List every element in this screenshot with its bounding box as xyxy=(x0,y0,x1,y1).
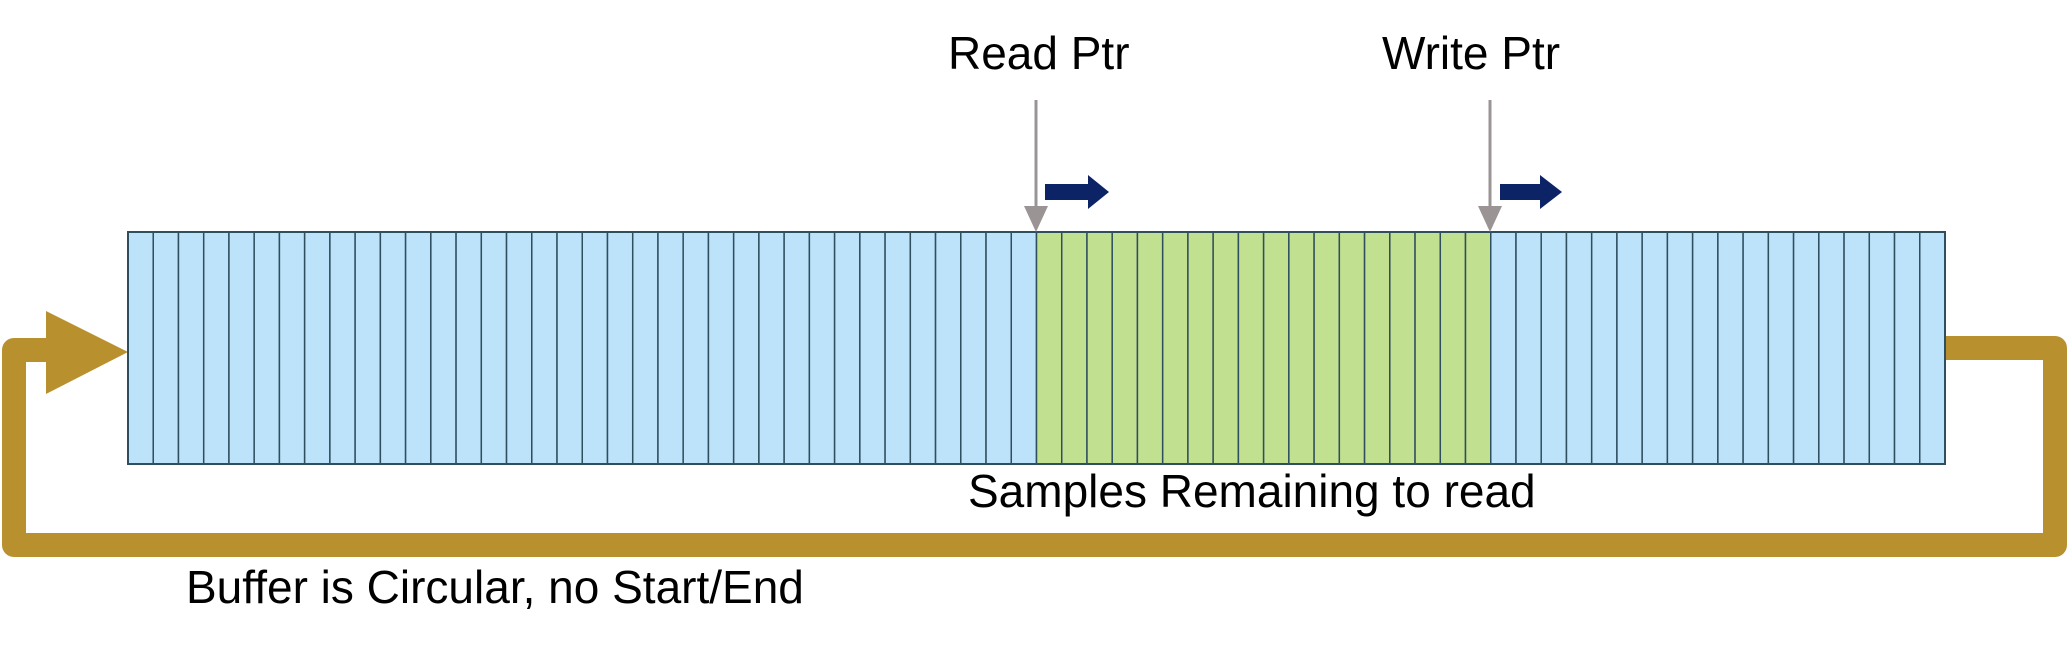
buffer-cell-empty xyxy=(1843,231,1871,465)
buffer-cell-filled xyxy=(1414,231,1442,465)
buffer-cell-empty xyxy=(177,231,205,465)
buffer-cell-filled xyxy=(1288,231,1315,465)
buffer-cell-empty xyxy=(1742,231,1770,465)
write-direction-arrow xyxy=(1500,175,1562,209)
buffer-cell-empty xyxy=(1540,231,1568,465)
buffer-cell-filled xyxy=(1136,231,1164,465)
buffer-cell-filled xyxy=(1111,231,1139,465)
buffer-cell-filled xyxy=(1313,231,1341,465)
buffer-cell-empty xyxy=(884,231,912,465)
buffer-cell-empty xyxy=(909,231,937,465)
buffer-cell-empty xyxy=(1868,231,1896,465)
buffer-cell-empty xyxy=(404,231,432,465)
read-ptr-label: Read Ptr xyxy=(948,27,1130,79)
buffer-cell-empty xyxy=(1565,231,1593,465)
buffer-cell-empty xyxy=(1818,231,1845,465)
buffer-cell-filled xyxy=(1060,231,1088,465)
buffer-cell-filled xyxy=(1439,231,1467,465)
buffer-cell-empty xyxy=(1666,231,1694,465)
buffer-cell-empty xyxy=(1691,231,1719,465)
buffer-cell-filled xyxy=(1338,231,1366,465)
buffer-cell-empty xyxy=(127,231,154,465)
buffer-cell-empty xyxy=(202,231,230,465)
buffer-cell-empty xyxy=(253,231,281,465)
buffer-cell-filled xyxy=(1086,231,1113,465)
write-pointer xyxy=(1478,100,1502,232)
buffer-cell-empty xyxy=(707,231,735,465)
buffer-cell-filled xyxy=(1212,231,1240,465)
read-pointer xyxy=(1024,100,1048,232)
buffer-cell-empty xyxy=(732,231,760,465)
buffer-cell-empty xyxy=(606,231,634,465)
buffer-cell-empty xyxy=(631,231,659,465)
buffer-cell-empty xyxy=(985,231,1013,465)
buffer-cell-empty xyxy=(303,231,331,465)
buffer-cell-empty xyxy=(1515,231,1542,465)
buffer-cell-empty xyxy=(783,231,811,465)
buffer-cell-empty xyxy=(1010,231,1038,465)
buffer-cell-empty xyxy=(1792,231,1820,465)
buffer-cell-empty xyxy=(581,231,609,465)
buffer-cell-empty xyxy=(682,231,710,465)
buffer-cell-empty xyxy=(278,231,306,465)
buffer-cell-empty xyxy=(1490,231,1517,465)
samples-remaining-label: Samples Remaining to read xyxy=(968,465,1536,517)
buffer-cell-empty xyxy=(430,231,457,465)
buffer-outline xyxy=(127,231,1946,465)
buffer-cell-filled xyxy=(1237,231,1265,465)
buffer-cell-filled xyxy=(1161,231,1189,465)
buffer-cell-empty xyxy=(808,231,836,465)
buffer-cell-empty xyxy=(657,231,684,465)
buffer-cell-empty xyxy=(1893,231,1921,465)
buffer-cell-empty xyxy=(1641,231,1669,465)
buffer-cell-empty xyxy=(556,231,584,465)
buffer-cell-empty xyxy=(505,231,533,465)
buffer-cell-filled xyxy=(1464,231,1492,465)
write-ptr-label: Write Ptr xyxy=(1382,27,1561,79)
buffer-cell-empty xyxy=(480,231,508,465)
buffer-cell-empty xyxy=(354,231,382,465)
buffer-cells xyxy=(127,231,1946,465)
buffer-cell-filled xyxy=(1363,231,1391,465)
buffer-cell-filled xyxy=(1035,231,1063,465)
buffer-cell-empty xyxy=(833,231,861,465)
loop-arrowhead xyxy=(46,311,128,394)
buffer-cell-filled xyxy=(1187,231,1214,465)
buffer-cell-empty xyxy=(379,231,407,465)
buffer-cell-empty xyxy=(1717,231,1744,465)
buffer-cell-empty xyxy=(859,231,886,465)
buffer-cell-empty xyxy=(329,231,356,465)
buffer-cell-empty xyxy=(934,231,962,465)
buffer-cell-empty xyxy=(1919,231,1946,465)
buffer-cell-empty xyxy=(152,231,180,465)
read-direction-arrow xyxy=(1045,175,1109,209)
buffer-cell-filled xyxy=(1389,231,1416,465)
buffer-cell-empty xyxy=(758,231,785,465)
buffer-cell-filled xyxy=(1262,231,1290,465)
circular-loop-arrow xyxy=(2,336,2067,557)
buffer-cell-empty xyxy=(531,231,558,465)
buffer-cell-empty xyxy=(455,231,483,465)
buffer-cell-empty xyxy=(1590,231,1618,465)
circular-note-label: Buffer is Circular, no Start/End xyxy=(186,561,804,613)
buffer-cell-empty xyxy=(1616,231,1643,465)
buffer-cell-empty xyxy=(228,231,255,465)
buffer-cell-empty xyxy=(960,231,987,465)
buffer-cell-empty xyxy=(1767,231,1795,465)
